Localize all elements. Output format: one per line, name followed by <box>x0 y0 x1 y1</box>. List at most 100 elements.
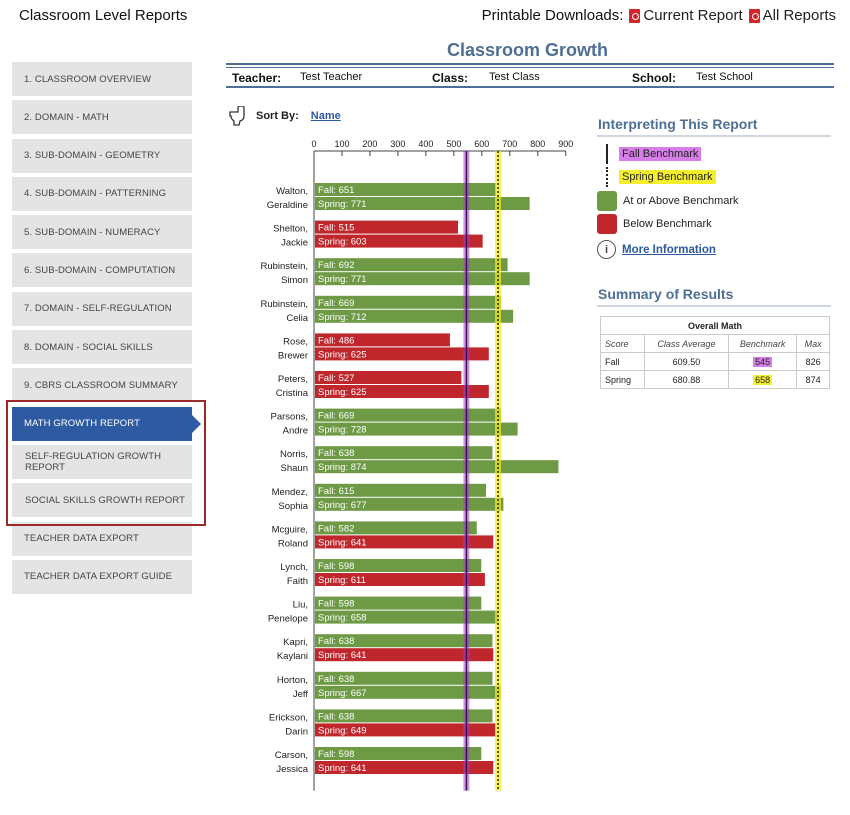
student-last-name: Mcguire, <box>272 524 308 535</box>
current-report-label: Current Report <box>643 7 743 24</box>
pdf-icon <box>748 8 760 23</box>
summary-divider <box>597 305 831 307</box>
x-tick-label: 600 <box>474 139 489 149</box>
student-first-name: Shaun <box>281 463 308 474</box>
fall-bar <box>315 709 493 723</box>
downloads-label: Printable Downloads: <box>481 7 624 24</box>
student-last-name: Carson, <box>275 750 308 761</box>
student-first-name: Geraldine <box>267 200 308 211</box>
interpreting-title: Interpreting This Report <box>598 116 758 132</box>
more-information-link[interactable]: More Information <box>622 243 716 256</box>
legend-fall-benchmark: Fall Benchmark <box>597 142 827 166</box>
student-last-name: Shelton, <box>273 224 308 235</box>
spring-bar-label: Spring: 667 <box>318 688 367 699</box>
x-tick-label: 500 <box>446 139 461 149</box>
teacher-label: Teacher: <box>232 71 282 85</box>
sidebar-item-classroom-overview[interactable]: 1. CLASSROOM OVERVIEW <box>12 62 192 96</box>
fall-bar-label: Fall: 692 <box>318 260 354 271</box>
below-swatch <box>597 214 617 235</box>
fall-bar <box>315 483 487 497</box>
sidebar-item-social-skills[interactable]: 8. DOMAIN - SOCIAL SKILLS <box>12 330 192 365</box>
student-last-name: Rubinstein, <box>260 299 308 310</box>
student-first-name: Penelope <box>268 614 308 625</box>
sidebar-item-social-skills-growth[interactable]: SOCIAL SKILLS GROWTH REPORT <box>12 483 192 518</box>
col-max: Max <box>796 334 830 353</box>
sidebar-item-domain-math[interactable]: 2. DOMAIN - MATH <box>12 100 192 135</box>
sidebar-item-math-growth[interactable]: MATH GROWTH REPORT <box>12 406 201 441</box>
row-avg: 680.88 <box>643 370 729 389</box>
more-information[interactable]: i More Information <box>597 240 827 259</box>
spring-bar-label: Spring: 677 <box>318 500 367 511</box>
spring-bar <box>315 272 530 286</box>
legend-above: At or Above Benchmark <box>597 189 827 213</box>
class-label: Class: <box>432 71 469 85</box>
spring-bar-label: Spring: 603 <box>318 237 367 248</box>
spring-bar-label: Spring: 771 <box>318 274 367 285</box>
summary-caption: Overall Math <box>600 316 830 335</box>
student-last-name: Horton, <box>277 675 308 686</box>
student-last-name: Walton, <box>276 186 308 197</box>
col-benchmark: Benchmark <box>727 334 798 353</box>
table-row: Fall 609.50 545 826 <box>600 352 830 371</box>
spring-bar-label: Spring: 611 <box>318 575 366 586</box>
spring-bar <box>315 347 489 361</box>
student-first-name: Jackie <box>281 238 308 249</box>
student-first-name: Celia <box>286 313 308 324</box>
fall-bar <box>315 747 482 760</box>
spring-bar <box>315 723 496 737</box>
pdf-icon <box>629 8 641 23</box>
spring-bar <box>315 761 494 774</box>
spring-bar-label: Spring: 712 <box>318 312 367 323</box>
spring-bar-label: Spring: 625 <box>318 387 367 398</box>
spring-bar-label: Spring: 641 <box>318 537 367 548</box>
summary-title: Summary of Results <box>598 286 734 302</box>
info-icon: i <box>597 240 616 259</box>
sort-control: Sort By: Name <box>228 106 341 126</box>
spring-bar <box>315 197 530 210</box>
current-report-link[interactable]: Current Report <box>629 7 743 24</box>
spring-bar <box>315 610 499 624</box>
sidebar-item-export-guide[interactable]: TEACHER DATA EXPORT GUIDE <box>12 559 192 594</box>
x-tick-label: 800 <box>530 139 545 149</box>
fall-bar <box>315 671 493 685</box>
sidebar-item-self-regulation-growth[interactable]: SELF-REGULATION GROWTH REPORT <box>12 444 192 479</box>
sidebar-item-geometry[interactable]: 3. SUB-DOMAIN - GEOMETRY <box>12 138 192 173</box>
class-info-bar: Teacher: Test Teacher Class: Test Class … <box>226 63 834 88</box>
student-last-name: Erickson, <box>269 712 308 723</box>
spring-bar <box>315 234 483 248</box>
fall-bar-label: Fall: 598 <box>318 561 354 572</box>
fall-bar-label: Fall: 515 <box>318 223 354 234</box>
fall-bar <box>315 446 493 460</box>
student-first-name: Jeff <box>293 689 309 700</box>
col-score: Score <box>600 334 645 353</box>
fall-bar-label: Fall: 527 <box>318 373 354 384</box>
summary-table: Overall Math Score Class Average Benchma… <box>600 316 830 389</box>
fall-bar <box>315 521 477 535</box>
student-first-name: Faith <box>287 576 308 587</box>
fall-bar <box>315 371 462 384</box>
student-last-name: Liu, <box>293 600 308 611</box>
spring-bar-label: Spring: 658 <box>318 613 367 624</box>
student-first-name: Kaylani <box>277 651 308 662</box>
x-tick-label: 0 <box>311 139 316 149</box>
row-benchmark: 545 <box>753 356 773 367</box>
x-tick-label: 900 <box>558 139 573 149</box>
student-last-name: Norris, <box>280 449 308 460</box>
sidebar-item-patterning[interactable]: 4. SUB-DOMAIN - PATTERNING <box>12 176 192 211</box>
x-tick-label: 200 <box>362 139 377 149</box>
sort-name-link[interactable]: Name <box>310 110 341 122</box>
sort-label: Sort By: <box>256 110 299 122</box>
fall-bar <box>315 634 493 648</box>
all-reports-link[interactable]: All Reports <box>748 7 836 24</box>
page-header-title: Classroom Level Reports <box>19 7 188 24</box>
x-tick-label: 700 <box>502 139 517 149</box>
sidebar-item-computation[interactable]: 6. SUB-DOMAIN - COMPUTATION <box>12 253 192 288</box>
sidebar-item-numeracy[interactable]: 5. SUB-DOMAIN - NUMERACY <box>12 215 192 250</box>
fall-bar-label: Fall: 598 <box>318 749 354 760</box>
sidebar-item-cbrs-summary[interactable]: 9. CBRS CLASSROOM SUMMARY <box>12 368 192 403</box>
sidebar-item-teacher-export[interactable]: TEACHER DATA EXPORT <box>12 521 192 556</box>
sidebar-item-self-regulation[interactable]: 7. DOMAIN - SELF-REGULATION <box>12 291 192 326</box>
fall-bar-label: Fall: 651 <box>318 185 354 196</box>
fall-bar <box>315 220 459 234</box>
legend-above-label: At or Above Benchmark <box>623 194 739 207</box>
